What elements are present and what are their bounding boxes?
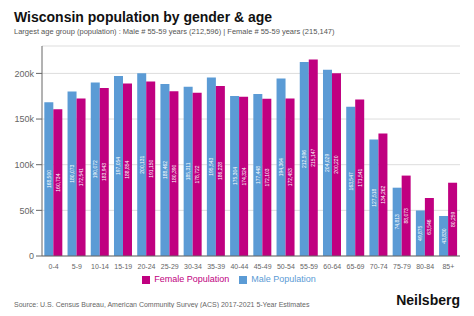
- svg-text:183,943: 183,943: [101, 163, 107, 181]
- svg-text:45-49: 45-49: [254, 263, 272, 270]
- svg-text:0-4: 0-4: [49, 263, 59, 270]
- svg-text:134,262: 134,262: [380, 185, 386, 203]
- svg-text:204,029: 204,029: [324, 154, 330, 172]
- svg-text:172,103: 172,103: [264, 168, 270, 186]
- svg-text:88,073: 88,073: [403, 208, 409, 224]
- svg-text:50-54: 50-54: [277, 263, 295, 270]
- svg-text:43,830: 43,830: [441, 228, 447, 244]
- svg-text:188,462: 188,462: [162, 161, 168, 179]
- svg-text:191,150: 191,150: [148, 159, 154, 177]
- svg-text:35-39: 35-39: [207, 263, 225, 270]
- svg-text:55-59: 55-59: [300, 263, 318, 270]
- svg-text:5-9: 5-9: [72, 263, 82, 270]
- svg-text:30-34: 30-34: [184, 263, 202, 270]
- svg-text:10-14: 10-14: [91, 263, 109, 270]
- svg-text:215,147: 215,147: [310, 149, 316, 167]
- svg-text:75-79: 75-79: [393, 263, 411, 270]
- svg-text:100k: 100k: [14, 160, 34, 170]
- html-text:Female Population: Female Population: [154, 274, 230, 284]
- svg-text:180,073: 180,073: [69, 165, 75, 183]
- svg-text:85+: 85+: [442, 263, 454, 270]
- svg-text:194,364: 194,364: [278, 158, 284, 176]
- svg-text:177,448: 177,448: [255, 166, 261, 184]
- svg-text:150k: 150k: [14, 114, 34, 124]
- svg-text:200k: 200k: [14, 69, 34, 79]
- svg-text:163,547: 163,547: [348, 172, 354, 190]
- svg-text:188,854: 188,854: [124, 161, 130, 179]
- svg-text:50k: 50k: [19, 206, 34, 216]
- svg-text:168,500: 168,500: [46, 170, 52, 188]
- svg-text:80-84: 80-84: [416, 263, 434, 270]
- svg-text:175,304: 175,304: [232, 167, 238, 185]
- svg-text:15-19: 15-19: [114, 263, 132, 270]
- svg-text:20-24: 20-24: [138, 263, 156, 270]
- svg-text:200,220: 200,220: [333, 155, 339, 173]
- html-text:Male Population: Male Population: [251, 274, 316, 284]
- svg-text:74,813: 74,813: [394, 214, 400, 230]
- svg-text:197,054: 197,054: [115, 157, 121, 175]
- svg-text:65-69: 65-69: [347, 263, 365, 270]
- html-text:Neilsberg: Neilsberg: [396, 292, 460, 308]
- svg-text:200,131: 200,131: [139, 155, 145, 173]
- svg-text:185,311: 185,311: [185, 162, 191, 180]
- svg-text:212,596: 212,596: [301, 150, 307, 168]
- svg-text:25-29: 25-29: [161, 263, 179, 270]
- svg-text:190,072: 190,072: [92, 160, 98, 178]
- svg-text:178,722: 178,722: [194, 165, 200, 183]
- svg-text:180,390: 180,390: [171, 164, 177, 182]
- svg-text:160,734: 160,734: [55, 173, 61, 191]
- svg-text:186,228: 186,228: [217, 162, 223, 180]
- svg-text:80,259: 80,259: [450, 211, 456, 227]
- svg-text:0: 0: [29, 251, 34, 261]
- svg-text:60-64: 60-64: [323, 263, 341, 270]
- svg-text:49,875: 49,875: [417, 225, 423, 241]
- svg-text:195,543: 195,543: [208, 157, 214, 175]
- html-text:Largest age group (population): Largest age group (population) : Male # …: [14, 27, 335, 36]
- svg-text:70-74: 70-74: [370, 263, 388, 270]
- svg-text:172,541: 172,541: [78, 168, 84, 186]
- html-text:Wisconsin population by gender: Wisconsin population by gender & age: [14, 9, 273, 25]
- svg-text:127,518: 127,518: [371, 189, 377, 207]
- svg-text:40-44: 40-44: [230, 263, 248, 270]
- svg-text:63,546: 63,546: [426, 219, 432, 235]
- html-text:Source: U.S. Census Bureau, Am: Source: U.S. Census Bureau, American Com…: [14, 301, 310, 308]
- svg-text:174,324: 174,324: [241, 167, 247, 185]
- svg-text:172,453: 172,453: [287, 168, 293, 186]
- svg-text:171,541: 171,541: [357, 168, 363, 186]
